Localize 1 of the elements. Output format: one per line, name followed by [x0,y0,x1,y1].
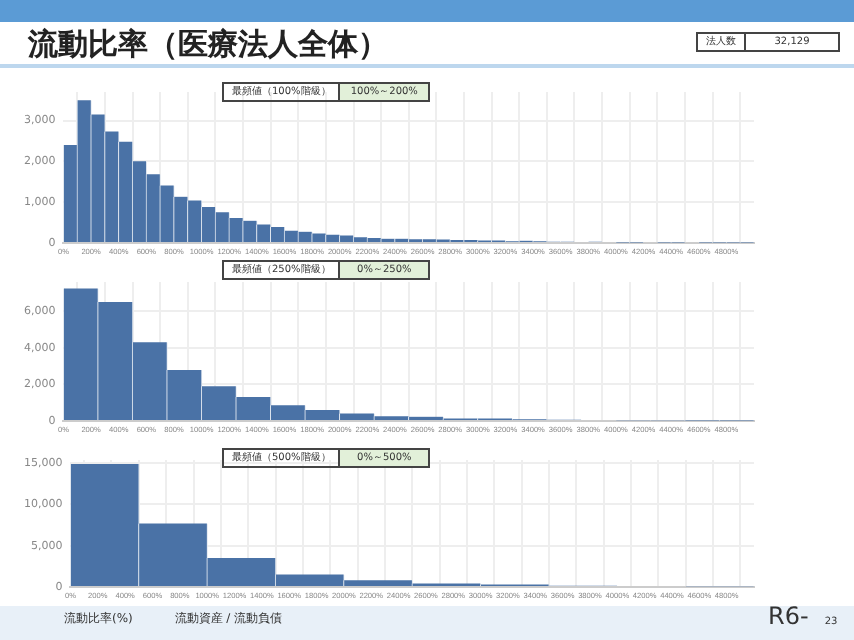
chart-title: 流動比率（医療法人全体） [28,26,388,64]
